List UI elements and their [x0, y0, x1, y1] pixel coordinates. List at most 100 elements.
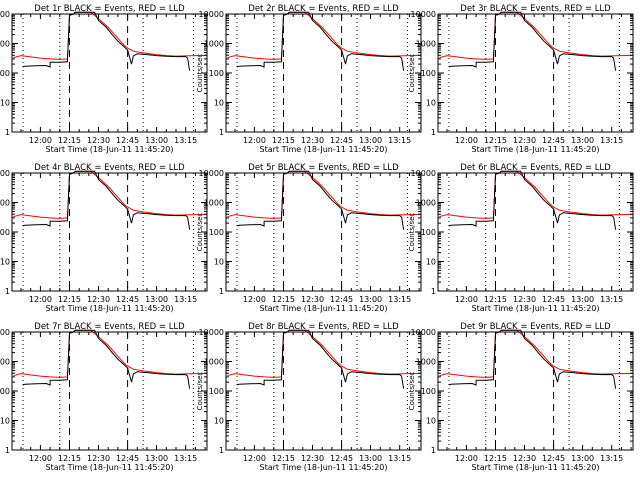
y-tick-label: 10: [214, 417, 224, 426]
y-tick-label: 10: [426, 417, 436, 426]
y-tick-label: 100: [421, 228, 436, 237]
x-axis-label: Start Time (18-Jun-11 11:45:20): [260, 304, 388, 313]
y-tick-label: 1: [219, 287, 224, 296]
x-tick-label: 12:45: [116, 136, 139, 145]
x-tick-label: 12:15: [272, 454, 295, 463]
y-axis-label: Counts/sec: [196, 54, 204, 93]
panel-2: 1 10 100 1000 10000 12:00 12:15 12:30 12:45 13:00…: [196, 4, 422, 154]
y-tick-label: 10000: [199, 169, 224, 178]
x-tick-label: 13:15: [388, 295, 411, 304]
y-tick-label: 10: [214, 99, 224, 108]
x-tick-label: 12:30: [301, 454, 324, 463]
y-tick-label: 1: [5, 287, 10, 296]
y-tick-label: 10000: [0, 10, 10, 19]
x-tick-label: 13:15: [174, 136, 197, 145]
x-tick-label: 12:45: [330, 295, 353, 304]
y-tick-label: 1000: [204, 358, 224, 367]
x-tick-label: 12:45: [330, 454, 353, 463]
panel-7: 1 10 100 1000 10000 12:00 12:15 12:30 12:45 13:00…: [0, 322, 208, 472]
lld-series-line: [227, 170, 421, 219]
y-tick-label: 1: [219, 128, 224, 137]
x-tick-label: 12:00: [455, 454, 478, 463]
y-tick-label: 1000: [0, 40, 10, 49]
y-tick-label: 100: [209, 69, 224, 78]
x-tick-label: 12:15: [58, 136, 81, 145]
y-tick-label: 1000: [416, 199, 436, 208]
x-tick-label: 12:45: [542, 295, 565, 304]
y-tick-label: 10000: [199, 328, 224, 337]
panel-3: 1 10 100 1000 10000 12:00 12:15 12:30 12:45 13:00…: [408, 4, 634, 154]
panel-6: 1 10 100 1000 10000 12:00 12:15 12:30 12:45 13:00…: [408, 163, 634, 313]
y-tick-label: 1: [5, 128, 10, 137]
y-tick-label: 1000: [204, 40, 224, 49]
y-tick-label: 10: [214, 258, 224, 267]
x-tick-label: 13:00: [571, 454, 594, 463]
panel-title: Det 6r BLACK = Events, RED = LLD: [460, 163, 611, 173]
y-tick-label: 1000: [204, 199, 224, 208]
lld-series-line: [439, 11, 633, 60]
x-axis-label: Start Time (18-Jun-11 11:45:20): [472, 463, 600, 472]
events-series-line: [22, 329, 191, 389]
x-axis-label: Start Time (18-Jun-11 11:45:20): [46, 304, 174, 313]
x-tick-label: 12:00: [243, 295, 266, 304]
x-tick-label: 12:30: [301, 136, 324, 145]
x-tick-label: 12:30: [301, 295, 324, 304]
y-tick-label: 100: [421, 69, 436, 78]
panel-1: 1 10 100 1000 10000 12:00 12:15 12:30 12:45 13:00…: [0, 4, 208, 154]
x-axis-label: Start Time (18-Jun-11 11:45:20): [46, 463, 174, 472]
x-tick-label: 12:30: [513, 295, 536, 304]
lld-series-line: [13, 170, 207, 219]
y-axis-label: Counts/sec: [408, 54, 416, 93]
y-tick-label: 10000: [411, 328, 436, 337]
x-tick-label: 12:00: [455, 136, 478, 145]
y-tick-label: 10: [0, 99, 10, 108]
x-tick-label: 13:15: [388, 136, 411, 145]
x-tick-label: 13:15: [174, 295, 197, 304]
lld-series-line: [227, 11, 421, 60]
x-tick-label: 13:00: [145, 295, 168, 304]
x-tick-label: 12:45: [542, 136, 565, 145]
y-tick-label: 10: [0, 417, 10, 426]
panel-title: Det 7r BLACK = Events, RED = LLD: [34, 322, 185, 332]
y-tick-label: 1: [219, 446, 224, 455]
y-tick-label: 1000: [0, 199, 10, 208]
panel-title: Det 9r BLACK = Events, RED = LLD: [460, 322, 611, 332]
x-tick-label: 12:45: [330, 136, 353, 145]
x-tick-label: 12:00: [29, 136, 52, 145]
x-tick-label: 12:15: [484, 295, 507, 304]
x-tick-label: 12:15: [58, 295, 81, 304]
panel-9: 1 10 100 1000 10000 12:00 12:15 12:30 12:45 13:00…: [408, 322, 634, 472]
x-tick-label: 13:00: [571, 136, 594, 145]
y-tick-label: 1: [431, 446, 436, 455]
y-axis-label: Counts/sec: [196, 372, 204, 411]
x-tick-label: 12:30: [87, 295, 110, 304]
lld-series-line: [13, 11, 207, 60]
y-tick-label: 1: [5, 446, 10, 455]
panel-title: Det 5r BLACK = Events, RED = LLD: [248, 163, 399, 173]
y-tick-label: 1000: [0, 358, 10, 367]
y-tick-label: 100: [0, 69, 10, 78]
y-tick-label: 10: [426, 258, 436, 267]
lld-series-line: [227, 329, 421, 378]
events-series-line: [236, 11, 405, 71]
y-axis-label: Counts/sec: [408, 372, 416, 411]
x-tick-label: 12:45: [116, 295, 139, 304]
panel-8: 1 10 100 1000 10000 12:00 12:15 12:30 12:45 13:00…: [196, 322, 422, 472]
y-axis-label: Counts/sec: [196, 213, 204, 252]
lld-series-line: [439, 329, 633, 378]
events-series-line: [448, 170, 617, 230]
x-tick-label: 13:00: [145, 454, 168, 463]
x-tick-label: 13:15: [174, 454, 197, 463]
panel-title: Det 1r BLACK = Events, RED = LLD: [34, 4, 185, 14]
x-tick-label: 12:00: [243, 136, 266, 145]
y-tick-label: 1000: [416, 358, 436, 367]
x-tick-label: 12:15: [484, 136, 507, 145]
y-tick-label: 100: [0, 387, 10, 396]
x-tick-label: 13:15: [600, 136, 623, 145]
y-axis-label: Counts/sec: [408, 213, 416, 252]
panel-title: Det 3r BLACK = Events, RED = LLD: [460, 4, 611, 14]
panel-title: Det 8r BLACK = Events, RED = LLD: [248, 322, 399, 332]
x-tick-label: 13:00: [359, 454, 382, 463]
y-tick-label: 1: [431, 128, 436, 137]
